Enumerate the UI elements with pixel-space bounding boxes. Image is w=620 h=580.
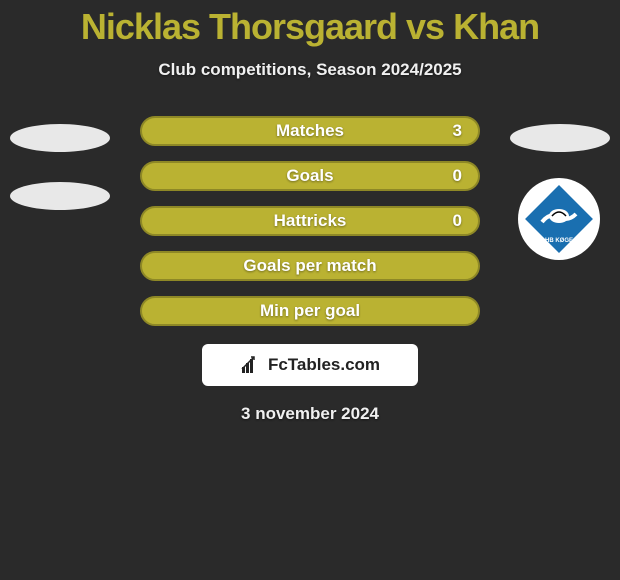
stat-bar-min-per-goal: Min per goal [140, 296, 480, 326]
stat-value: 0 [453, 166, 462, 186]
shield-icon: HB KØGE [522, 182, 596, 256]
stat-bar-hattricks: Hattricks 0 [140, 206, 480, 236]
svg-text:HB KØGE: HB KØGE [545, 238, 573, 244]
club-logo: HB KØGE [518, 178, 600, 260]
stat-bar-goals: Goals 0 [140, 161, 480, 191]
bars-icon [240, 355, 264, 375]
stat-value: 0 [453, 211, 462, 231]
stat-label: Goals per match [243, 256, 376, 276]
stat-label: Min per goal [260, 301, 360, 321]
brand-text: FcTables.com [268, 355, 380, 375]
stat-bar-goals-per-match: Goals per match [140, 251, 480, 281]
subtitle: Club competitions, Season 2024/2025 [0, 60, 620, 80]
player-badge-placeholder [510, 124, 610, 152]
stat-value: 3 [453, 121, 462, 141]
page-title: Nicklas Thorsgaard vs Khan [0, 0, 620, 48]
stat-label: Hattricks [274, 211, 347, 231]
footer-date: 3 november 2024 [0, 404, 620, 424]
stat-label: Matches [276, 121, 344, 141]
brand-logo: FcTables.com [202, 344, 418, 386]
stat-bar-matches: Matches 3 [140, 116, 480, 146]
player-badge-placeholder [10, 182, 110, 210]
left-player-badges [10, 124, 110, 210]
stat-label: Goals [286, 166, 333, 186]
player-badge-placeholder [10, 124, 110, 152]
